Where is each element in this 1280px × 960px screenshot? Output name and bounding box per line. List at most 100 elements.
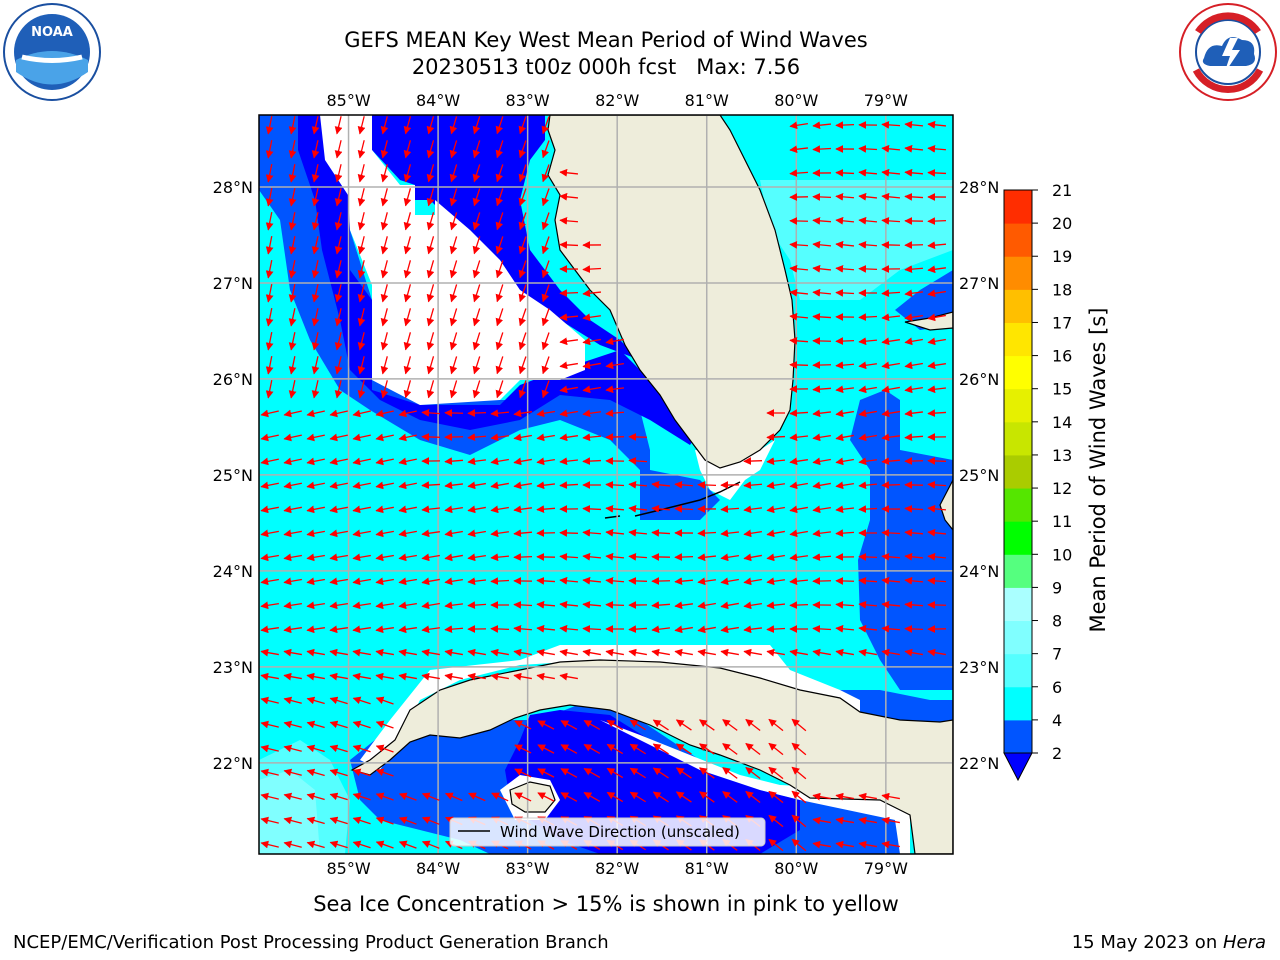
wind-arrow: [789, 121, 808, 130]
wind-arrow: [559, 672, 578, 681]
wind-arrow: [835, 600, 855, 609]
wind-arrow: [927, 313, 946, 322]
wind-arrow: [745, 742, 761, 756]
wind-arrow: [472, 116, 481, 135]
wind-arrow: [858, 192, 878, 201]
wind-arrow: [835, 264, 855, 273]
wind-arrow: [541, 164, 550, 183]
wind-arrow: [495, 164, 504, 183]
wind-arrow: [674, 577, 694, 586]
wind-arrow: [444, 577, 463, 586]
wind-arrow: [468, 792, 486, 802]
wind-arrow: [652, 791, 669, 803]
wind-arrow: [881, 385, 900, 394]
wind-arrow: [329, 768, 348, 777]
wind-arrow: [745, 790, 761, 804]
wind-arrow: [812, 433, 831, 442]
wind-arrow: [260, 601, 279, 610]
lat-tick-label-left: 25°N: [213, 466, 253, 485]
colorbar-swatch: [1004, 521, 1032, 555]
wind-arrow: [380, 284, 389, 303]
wind-arrow: [559, 481, 579, 490]
wind-arrow: [835, 840, 854, 849]
wind-arrow: [265, 308, 274, 327]
wind-arrow: [537, 768, 555, 778]
lat-labels-right: 28°N 27°N 26°N 25°N 24°N 23°N 22°N: [959, 178, 999, 773]
colorbar-tick-label: 11: [1052, 512, 1072, 531]
wind-arrow: [789, 169, 809, 178]
wind-arrow: [858, 792, 877, 801]
wind-arrow: [260, 409, 279, 418]
wind-arrow: [375, 672, 394, 681]
wind-arrow: [398, 409, 417, 418]
wind-arrow: [858, 433, 877, 442]
wind-arrow: [421, 408, 441, 417]
wind-arrow: [605, 409, 625, 418]
wind-arrow: [352, 433, 371, 442]
wind-arrow: [559, 624, 579, 633]
wind-arrow: [449, 356, 458, 375]
wind-arrow: [812, 553, 832, 562]
wind-arrow: [605, 337, 624, 346]
wind-arrow-field: [260, 116, 947, 852]
wind-arrow: [583, 743, 601, 755]
wind-arrow: [398, 577, 417, 586]
wind-arrow: [513, 600, 533, 609]
wind-arrow: [789, 433, 809, 442]
wind-arrow: [334, 356, 343, 375]
lon-tick-label-bottom: 81°W: [685, 859, 729, 878]
wind-arrow: [789, 264, 809, 273]
host-name: Hera: [1222, 932, 1266, 953]
wind-arrow: [513, 409, 532, 418]
wind-arrow: [675, 767, 692, 779]
wind-arrow: [403, 236, 412, 255]
lat-tick-label-right: 28°N: [959, 178, 999, 197]
wind-arrow: [329, 840, 348, 849]
wind-arrow: [904, 625, 924, 633]
wind-arrow: [490, 529, 510, 538]
wind-arrow: [283, 625, 302, 634]
colorbar-tick-label: 6: [1052, 678, 1062, 697]
wind-arrow: [559, 289, 579, 297]
wind-arrow: [812, 193, 832, 201]
wind-arrow: [490, 577, 510, 586]
legend-label: Wind Wave Direction (unscaled): [500, 823, 740, 841]
colorbar-swatch: [1004, 223, 1032, 257]
land-florida: [547, 115, 796, 469]
wind-arrow: [858, 168, 878, 177]
wind-arrow: [283, 481, 302, 490]
wind-arrow: [265, 116, 274, 135]
wind-arrow: [858, 505, 878, 514]
wind-arrow: [421, 529, 440, 538]
wind-arrow: [559, 600, 579, 609]
wind-arrow: [582, 600, 602, 609]
wind-arrow: [260, 553, 279, 562]
colorbar-tick-label: 4: [1052, 711, 1062, 730]
wind-arrow: [536, 481, 556, 490]
wind-arrow: [720, 529, 740, 538]
wind-arrow: [398, 529, 417, 538]
wind-arrow: [605, 385, 625, 394]
wind-arrow: [265, 140, 274, 159]
wind-arrow: [375, 768, 394, 777]
wind-arrow: [357, 164, 366, 183]
wind-arrow: [518, 140, 527, 159]
zone-2-4s-cuba-north-fringe: [840, 690, 953, 730]
wind-arrow: [881, 481, 901, 489]
wind-arrow: [812, 121, 832, 130]
colorbar-tick-label: 17: [1052, 313, 1072, 332]
wind-arrow: [881, 433, 901, 442]
wind-arrow: [536, 457, 555, 466]
wind-arrow: [927, 337, 946, 346]
wind-arrow: [329, 481, 348, 490]
wind-arrow: [560, 720, 578, 730]
wind-arrow: [444, 529, 463, 538]
wind-arrow: [559, 192, 579, 201]
wind-arrow: [858, 481, 878, 490]
wind-arrow: [329, 672, 348, 681]
wind-arrow: [559, 385, 578, 394]
wind-arrow: [766, 529, 785, 538]
wind-arrow: [518, 188, 527, 207]
wind-arrow: [306, 553, 325, 562]
colorbar: 2 4 6 7 8 9 10 11 12 13 14 15 16 17 18 19 20 21: [1003, 181, 1072, 782]
